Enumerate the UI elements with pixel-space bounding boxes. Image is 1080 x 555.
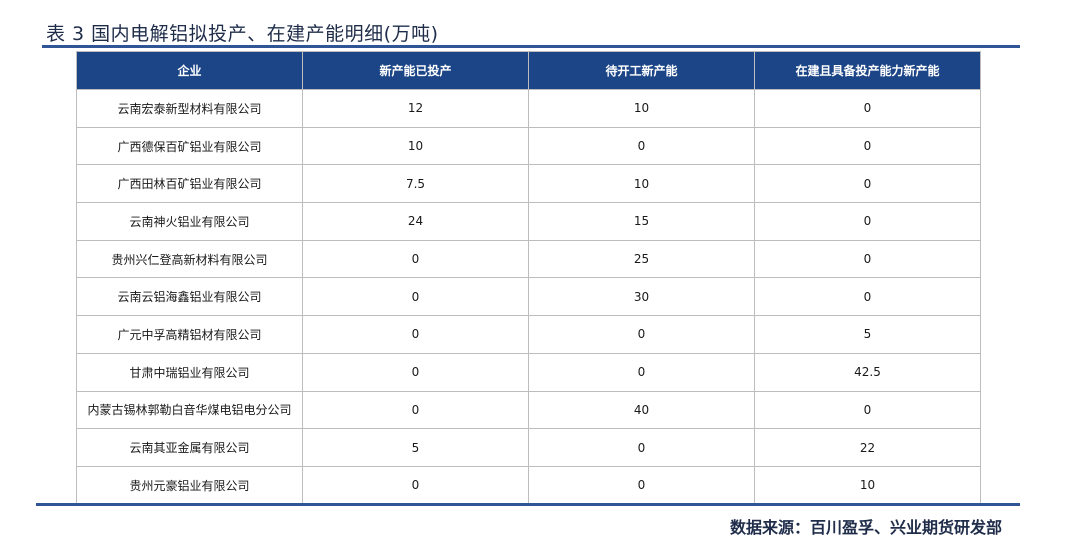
header-commissioned: 新产能已投产 [302, 51, 529, 90]
company-cell: 广元中孚高精铝材有限公司 [76, 315, 303, 354]
under-construction-cell: 0 [754, 390, 981, 430]
company-cell: 广西田林百矿铝业有限公司 [76, 164, 303, 204]
table-row: 广元中孚高精铝材有限公司 0 0 5 [76, 315, 981, 354]
under-construction-cell: 0 [754, 89, 981, 128]
commissioned-cell: 0 [302, 277, 529, 317]
company-cell: 内蒙古锡林郭勒白音华煤电铝电分公司 [76, 390, 303, 430]
under-construction-cell: 0 [754, 126, 981, 166]
commissioned-cell: 0 [302, 315, 529, 354]
commissioned-cell: 7.5 [302, 164, 529, 204]
company-cell: 广西德保百矿铝业有限公司 [76, 126, 303, 166]
pending-start-cell: 25 [528, 239, 755, 279]
commissioned-cell: 12 [302, 89, 529, 128]
table-row: 云南其亚金属有限公司 5 0 22 [76, 428, 981, 467]
company-cell: 贵州兴仁登高新材料有限公司 [76, 239, 303, 279]
commissioned-cell: 24 [302, 202, 529, 241]
commissioned-cell: 10 [302, 126, 529, 166]
commissioned-cell: 5 [302, 428, 529, 467]
commissioned-cell: 0 [302, 239, 529, 279]
table-row: 广西田林百矿铝业有限公司 7.5 10 0 [76, 164, 981, 204]
commissioned-cell: 0 [302, 465, 529, 505]
commissioned-cell: 0 [302, 390, 529, 430]
under-construction-cell: 0 [754, 202, 981, 241]
pending-start-cell: 0 [528, 315, 755, 354]
pending-start-cell: 0 [528, 428, 755, 467]
company-cell: 甘肃中瑞铝业有限公司 [76, 352, 303, 392]
pending-start-cell: 10 [528, 164, 755, 204]
under-construction-cell: 0 [754, 277, 981, 317]
table-row: 甘肃中瑞铝业有限公司 0 0 42.5 [76, 352, 981, 392]
under-construction-cell: 10 [754, 465, 981, 505]
capacity-table: 企业 新产能已投产 待开工新产能 在建且具备投产能力新产能 云南宏泰新型材料有限… [76, 51, 981, 505]
company-cell: 云南其亚金属有限公司 [76, 428, 303, 467]
under-construction-cell: 5 [754, 315, 981, 354]
pending-start-cell: 40 [528, 390, 755, 430]
table-row: 广西德保百矿铝业有限公司 10 0 0 [76, 126, 981, 166]
data-source: 数据来源：百川盈孚、兴业期货研发部 [729, 518, 1002, 537]
pending-start-cell: 15 [528, 202, 755, 241]
header-row: 企业 新产能已投产 待开工新产能 在建且具备投产能力新产能 [76, 51, 981, 90]
pending-start-cell: 0 [528, 465, 755, 505]
pending-start-cell: 0 [528, 126, 755, 166]
table-row: 云南云铝海鑫铝业有限公司 0 30 0 [76, 277, 981, 317]
pending-start-cell: 30 [528, 277, 755, 317]
header-company: 企业 [76, 51, 303, 90]
under-construction-cell: 22 [754, 428, 981, 467]
under-construction-cell: 42.5 [754, 352, 981, 392]
header-pending-start: 待开工新产能 [528, 51, 755, 90]
pending-start-cell: 0 [528, 352, 755, 392]
table-row: 内蒙古锡林郭勒白音华煤电铝电分公司 0 40 0 [76, 390, 981, 430]
top-divider [42, 45, 1020, 48]
table-row: 云南神火铝业有限公司 24 15 0 [76, 202, 981, 241]
table-row: 贵州兴仁登高新材料有限公司 0 25 0 [76, 239, 981, 279]
table-body: 云南宏泰新型材料有限公司 12 10 0 广西德保百矿铝业有限公司 10 0 0 广西田林百矿铝… [76, 89, 981, 505]
company-cell: 云南神火铝业有限公司 [76, 202, 303, 241]
table-row: 贵州元豪铝业有限公司 0 0 10 [76, 465, 981, 505]
bottom-divider [36, 503, 1020, 506]
commissioned-cell: 0 [302, 352, 529, 392]
table-row: 云南宏泰新型材料有限公司 12 10 0 [76, 89, 981, 128]
pending-start-cell: 10 [528, 89, 755, 128]
company-cell: 贵州元豪铝业有限公司 [76, 465, 303, 505]
under-construction-cell: 0 [754, 164, 981, 204]
company-cell: 云南云铝海鑫铝业有限公司 [76, 277, 303, 317]
header-under-construction: 在建且具备投产能力新产能 [754, 51, 981, 90]
company-cell: 云南宏泰新型材料有限公司 [76, 89, 303, 128]
table-title: 表 3 国内电解铝拟投产、在建产能明细(万吨) [46, 23, 439, 45]
under-construction-cell: 0 [754, 239, 981, 279]
